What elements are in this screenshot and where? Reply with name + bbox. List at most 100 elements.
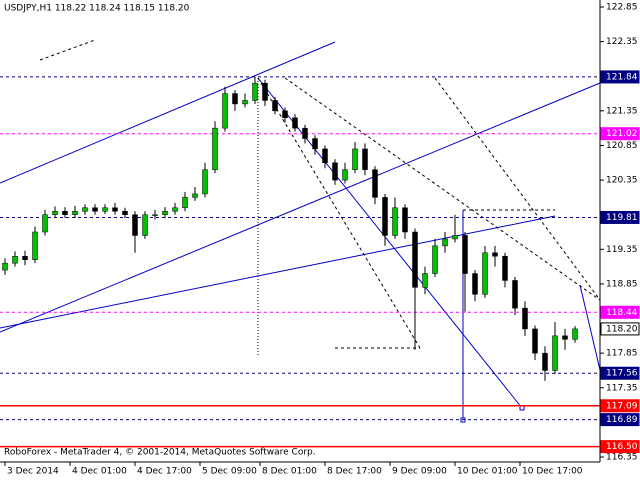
candle-body xyxy=(32,231,38,260)
candle-body xyxy=(242,100,248,105)
candle-body xyxy=(72,210,78,215)
candle-body xyxy=(192,193,198,198)
candle-body xyxy=(202,169,208,195)
level-label: 118.44 xyxy=(606,308,638,318)
candle-body xyxy=(162,210,168,215)
axis-labels: 122.85 122.35 121.35 120.85 120.35 119.35 118.… xyxy=(4,3,640,477)
y-tick-label: 117.35 xyxy=(606,383,638,393)
candle-body xyxy=(392,207,398,236)
candle-body xyxy=(342,169,348,181)
y-tick-label: 121.35 xyxy=(606,106,638,116)
candle-body xyxy=(52,210,58,215)
candle-body xyxy=(252,82,258,101)
level-label: 121.84 xyxy=(606,72,638,82)
candle-body xyxy=(92,207,98,212)
candle-body xyxy=(322,148,328,164)
y-tick-label: 116.35 xyxy=(606,453,638,463)
candle-body xyxy=(572,328,578,340)
level-label-box xyxy=(600,413,640,427)
candle-body xyxy=(352,148,358,170)
level-label: 117.09 xyxy=(606,401,638,411)
x-tick-label: 3 Dec 2014 xyxy=(7,467,59,477)
candle-body xyxy=(312,138,318,150)
candle-body xyxy=(452,235,458,240)
y-tick-label: 117.85 xyxy=(606,349,638,359)
level-label: 116.89 xyxy=(606,415,638,425)
candle-body xyxy=(542,352,548,371)
level-label: 121.02 xyxy=(606,129,638,139)
candle-body xyxy=(512,280,518,309)
chart-title: USDJPY,H1 118.22 118.24 118.15 118.20 xyxy=(4,4,190,14)
candle-body xyxy=(282,110,288,119)
dashed-line xyxy=(39,39,96,61)
candle-body xyxy=(372,169,378,198)
candle-body xyxy=(222,93,228,129)
candle-body xyxy=(82,207,88,212)
y-tick-label: 120.35 xyxy=(606,176,638,186)
level-label-box xyxy=(600,70,640,84)
level-label-box xyxy=(600,366,640,380)
candle-body xyxy=(62,210,68,215)
candles xyxy=(2,76,578,381)
x-tick-label: 10 Dec 17:00 xyxy=(522,467,583,477)
candle-body xyxy=(132,214,138,236)
candle-body xyxy=(302,127,308,139)
x-tick-label: 4 Dec 17:00 xyxy=(137,467,192,477)
trend-line xyxy=(0,82,601,333)
candle-body xyxy=(462,235,468,274)
level-label: 118.20 xyxy=(606,324,638,334)
candle-body xyxy=(182,197,188,209)
candle-body xyxy=(22,255,28,260)
candle-body xyxy=(172,207,178,212)
trend-line xyxy=(579,284,601,371)
x-tick-label: 4 Dec 01:00 xyxy=(72,467,127,477)
candle-body xyxy=(412,231,418,288)
y-tick-label: 118.85 xyxy=(606,279,638,289)
candle-body xyxy=(262,82,268,101)
y-tick-label: 120.85 xyxy=(606,141,638,151)
candle-body xyxy=(532,328,538,354)
level-label-box xyxy=(600,440,640,454)
y-tick-label: 119.35 xyxy=(606,245,638,255)
level-label: 117.56 xyxy=(606,369,638,379)
y-tick-label: 122.35 xyxy=(606,37,638,47)
dashed-line xyxy=(284,77,601,301)
dashed-line xyxy=(434,77,601,301)
trend-line xyxy=(0,41,336,184)
candle-body xyxy=(402,207,408,233)
level-label-box xyxy=(600,305,640,319)
candle-body xyxy=(152,214,158,216)
candle-body xyxy=(332,162,338,181)
level-label-box xyxy=(600,399,640,413)
candle-body xyxy=(292,117,298,129)
level-label: 119.81 xyxy=(606,213,638,223)
candle-body xyxy=(2,262,8,271)
candle-body xyxy=(122,210,128,215)
y-tick-label: 122.85 xyxy=(606,3,638,13)
footer: RoboForex - MetaTrader 4, © 2001-2014, M… xyxy=(4,448,316,458)
x-tick-label: 8 Dec 01:00 xyxy=(262,467,317,477)
candle-body xyxy=(562,335,568,340)
level-label-box xyxy=(600,210,640,224)
analysis-lines xyxy=(0,39,601,423)
candle-body xyxy=(502,255,508,281)
candle-body xyxy=(472,273,478,295)
candle-body xyxy=(432,245,438,274)
levels xyxy=(0,76,600,448)
candle-body xyxy=(522,307,528,330)
candle-body xyxy=(232,93,238,105)
level-label-box xyxy=(600,322,640,336)
trend-line xyxy=(257,77,523,409)
candle-body xyxy=(492,252,498,257)
level-label: 116.50 xyxy=(606,442,638,452)
candle-body xyxy=(142,214,148,236)
level-label-box xyxy=(600,127,640,141)
candle-body xyxy=(112,207,118,212)
candle-body xyxy=(362,148,368,170)
candle-body xyxy=(42,214,48,233)
x-tick-label: 5 Dec 09:00 xyxy=(202,467,257,477)
x-tick-label: 10 Dec 01:00 xyxy=(457,467,518,477)
x-tick-label: 8 Dec 17:00 xyxy=(327,467,382,477)
